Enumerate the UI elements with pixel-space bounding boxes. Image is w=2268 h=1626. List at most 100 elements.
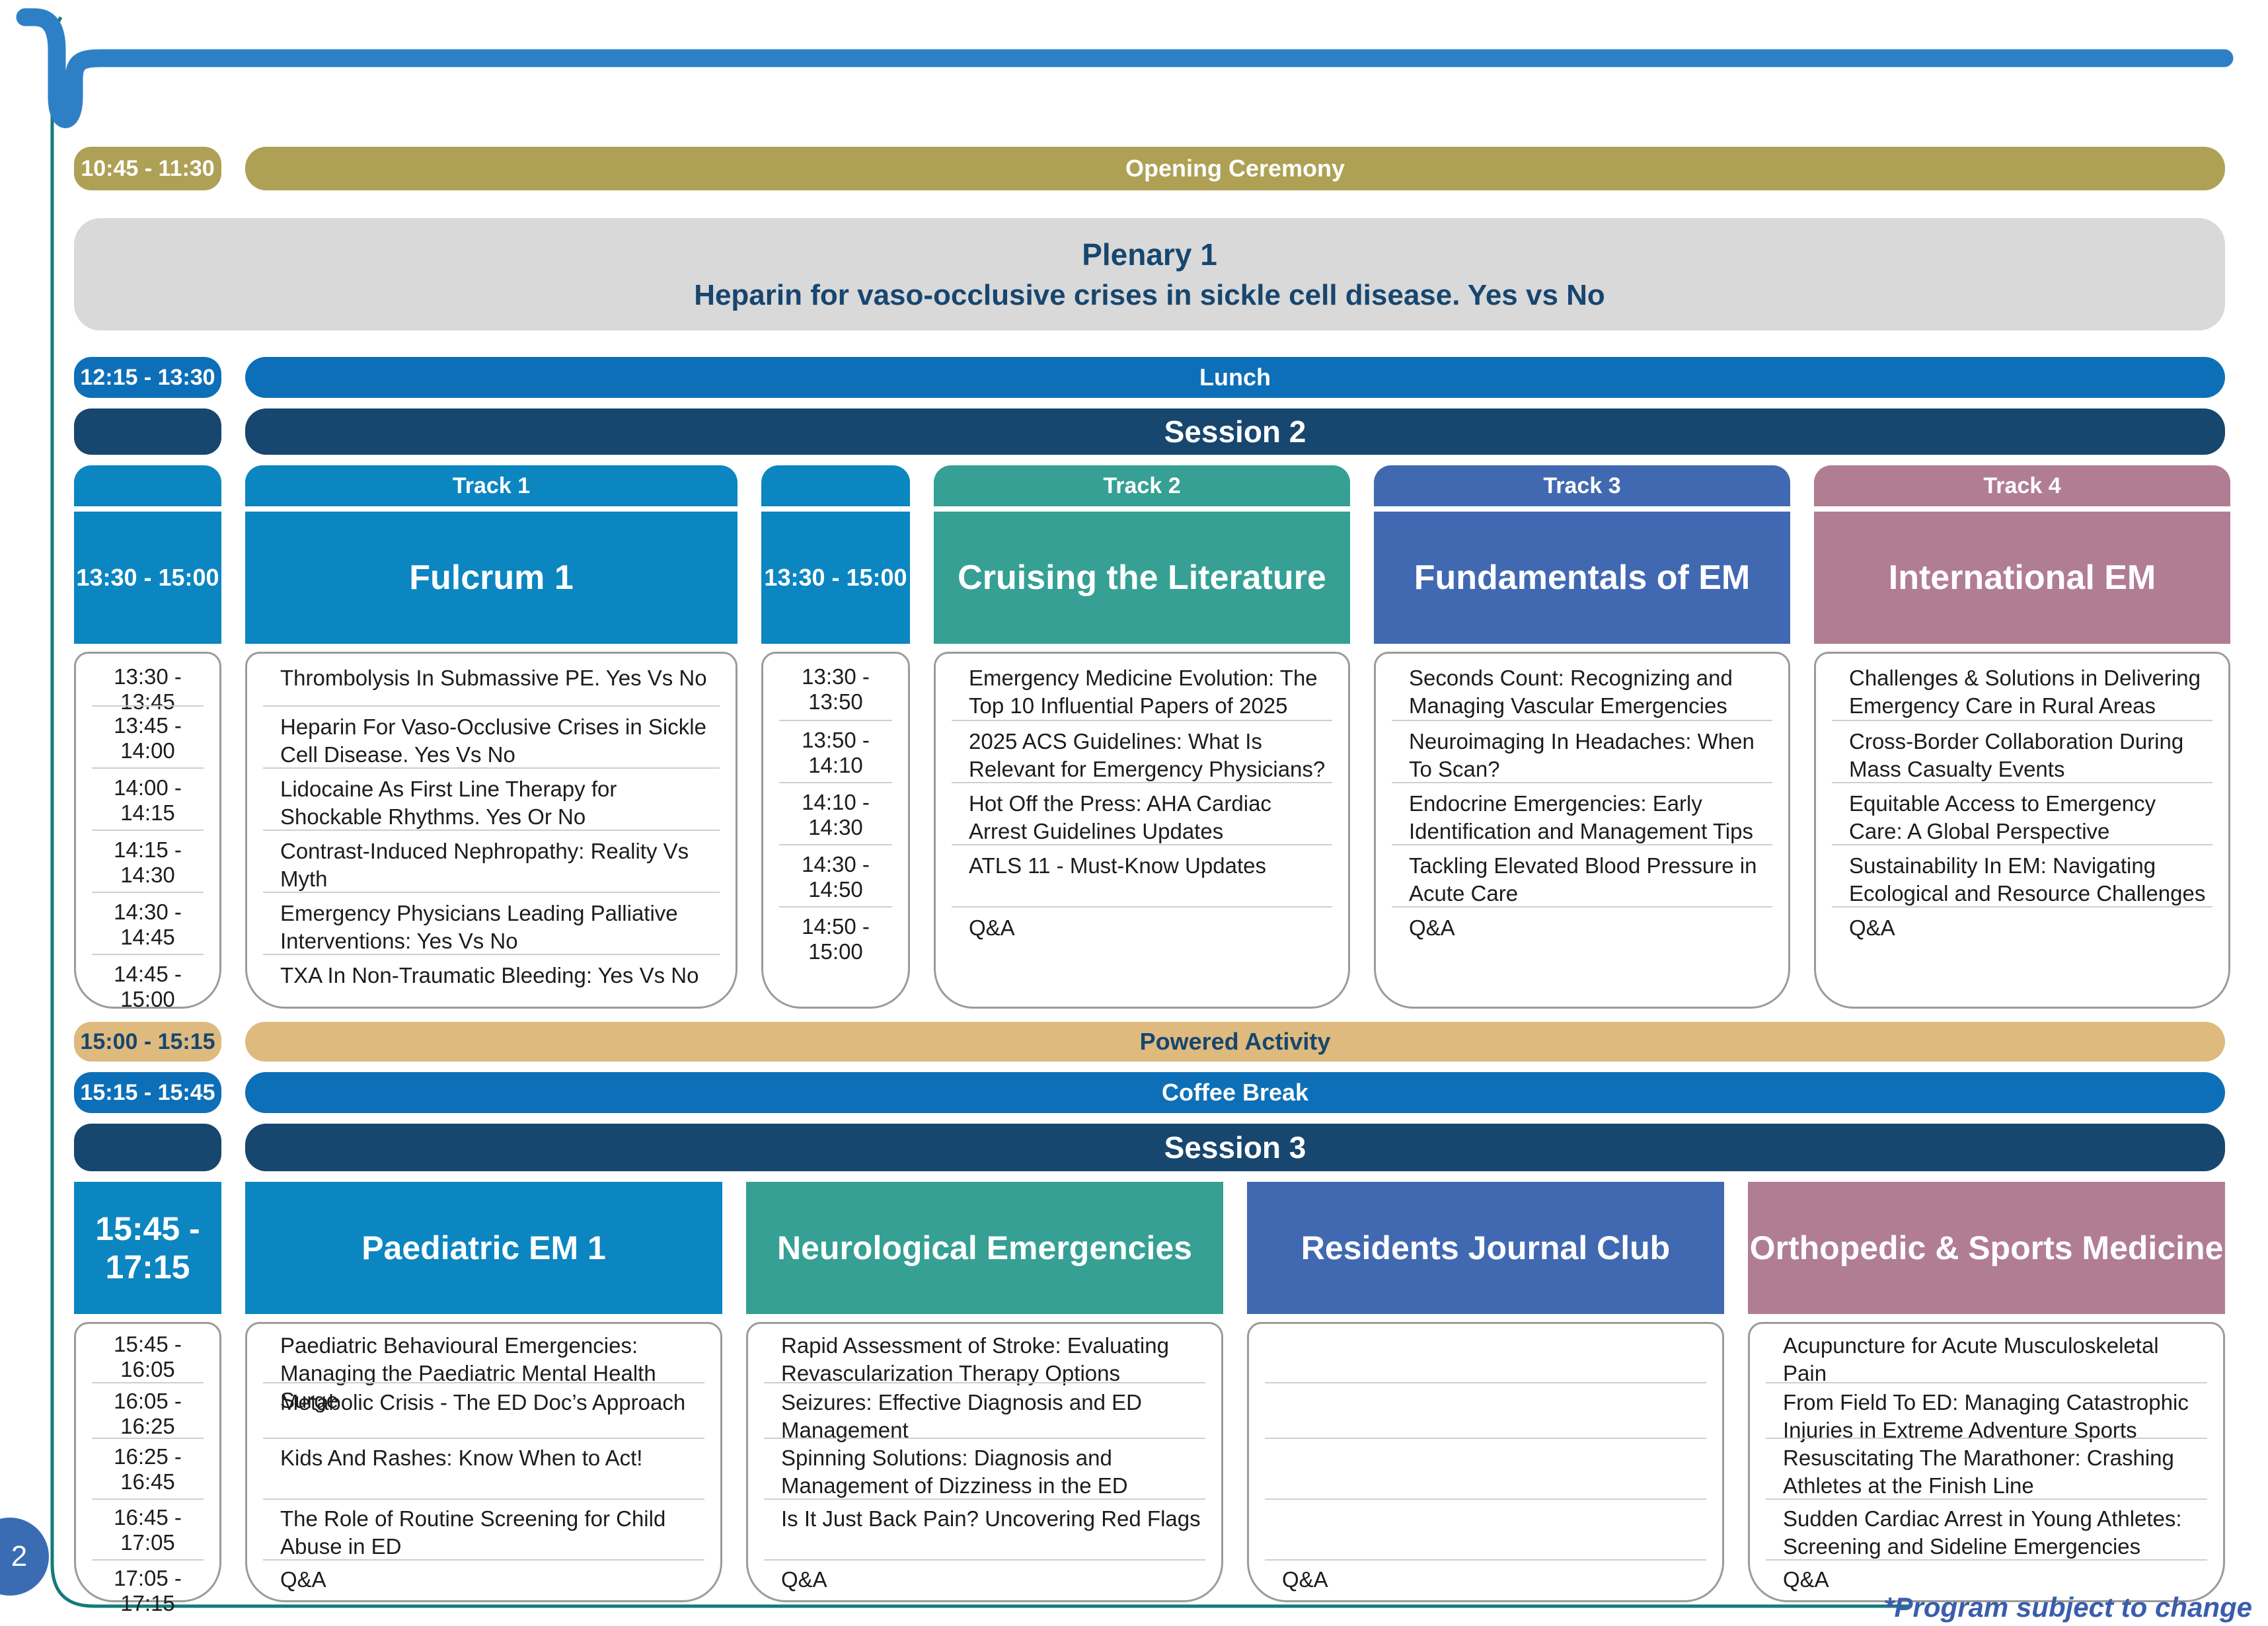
talk-title: Sustainability In EM: Navigating Ecologi… [1832,844,2212,906]
neurological-talks-card: Rapid Assessment of Stroke: Evaluating R… [746,1322,1223,1602]
talk-title: Q&A [1265,1559,1706,1595]
talk-title: Q&A [952,906,1332,997]
talk-title: Acupuncture for Acute Musculoskeletal Pa… [1783,1333,2159,1385]
time-column-tab [761,465,910,506]
time-slot: 14:45 - 15:00 [92,954,204,1012]
program-change-footnote: *Program subject to change [1883,1592,2252,1623]
talk-title: Metabolic Crisis - The ED Doc’s Approach [263,1382,704,1438]
time-slot: 13:45 - 14:00 [92,705,204,767]
talk-title: Equitable Access to Emergency Care: A Gl… [1832,782,2212,844]
talk-title [1265,1498,1706,1559]
teal-border-line [50,16,1911,1608]
tab-track-3: Track 3 [1374,465,1790,506]
talk-title: Seizures: Effective Diagnosis and ED Man… [764,1382,1205,1442]
powered-activity-row: 15:00 - 15:15 Powered Activity [74,1022,2225,1062]
opening-ceremony-bar: Opening Ceremony [245,147,2225,190]
session3-schedule: 15:45 - 16:05 16:05 - 16:25 16:25 - 16:4… [74,1322,2225,1615]
time-slot: 13:30 - 13:45 [114,664,182,714]
talk-title: ATLS 11 - Must-Know Updates [952,844,1332,906]
session2-bar: Session 2 [245,408,2225,455]
tab-track-2: Track 2 [934,465,1350,506]
talk-title: Q&A [1392,906,1772,997]
talk-title: Seconds Count: Recognizing and Managing … [1409,666,1733,718]
coffee-break-row: 15:15 - 15:45 Coffee Break [74,1072,2225,1113]
session3-time-range: 15:45 - 17:15 [74,1182,221,1314]
lunch-time-chip: 12:15 - 13:30 [74,357,221,398]
session3-row: Session 3 [74,1124,2225,1171]
talk-title: 2025 ACS Guidelines: What Is Relevant fo… [952,720,1332,782]
time-column-tab [74,465,221,506]
time-slot: 16:25 - 16:45 [92,1438,204,1498]
track4-talks-card: Challenges & Solutions in Delivering Eme… [1814,652,2230,1009]
time-slot: 13:50 - 14:10 [779,720,892,782]
talk-title: Neuroimaging In Headaches: When To Scan? [1392,720,1772,782]
talk-title: Challenges & Solutions in Delivering Eme… [1849,666,2201,718]
orthopedic-sports-medicine-block: Orthopedic & Sports Medicine [1748,1182,2225,1314]
talk-title: Emergency Physicians Leading Palliative … [263,892,720,954]
talk-title: Spinning Solutions: Diagnosis and Manage… [764,1438,1205,1498]
coffee-break-bar: Coffee Break [245,1072,2225,1113]
talk-title: Q&A [1766,1559,2207,1595]
top-squiggle-decoration [16,8,2234,128]
talk-title [1265,1327,1706,1382]
time-slot: 17:05 - 17:15 [92,1559,204,1616]
time-slot: 14:30 - 14:50 [779,844,892,906]
powered-activity-time-chip: 15:00 - 15:15 [74,1022,221,1062]
time-slot: 14:00 - 14:15 [92,767,204,830]
plenary-banner: Plenary 1 Heparin for vaso-occlusive cri… [74,218,2225,330]
talk-title: Emergency Medicine Evolution: The Top 10… [969,666,1318,718]
session3-bar: Session 3 [245,1124,2225,1171]
track2-talks-card: Emergency Medicine Evolution: The Top 10… [934,652,1350,1009]
track1-talks-card: Thrombolysis In Submassive PE. Yes Vs No… [245,652,737,1009]
talk-title: Heparin For Vaso-Occlusive Crises in Sic… [263,705,720,767]
talk-title: From Field To ED: Managing Catastrophic … [1766,1382,2207,1442]
time-slot: 14:10 - 14:30 [779,782,892,844]
coffee-break-time-chip: 15:15 - 15:45 [74,1072,221,1113]
track1-time-range: 13:30 - 15:00 [74,512,221,644]
track1-times-card: 13:30 - 13:45 13:45 - 14:00 14:00 - 14:1… [74,652,221,1012]
talk-title: Resuscitating The Marathoner: Crashing A… [1766,1438,2207,1498]
track2-time-range: 13:30 - 15:00 [761,512,910,644]
powered-activity-bar: Powered Activity [245,1022,2225,1062]
paediatric-talks-card: Paediatric Behavioural Emergencies: Mana… [245,1322,722,1602]
talk-title: Cross-Border Collaboration During Mass C… [1832,720,2212,782]
talk-title: TXA In Non-Traumatic Bleeding: Yes Vs No [263,954,720,997]
talk-title: Tackling Elevated Blood Pressure in Acut… [1392,844,1772,906]
time-slot: 14:30 - 14:45 [92,892,204,954]
session3-chip [74,1124,221,1171]
time-slot: 13:30 - 13:50 [802,664,870,714]
talk-title: Endocrine Emergencies: Early Identificat… [1392,782,1772,844]
track2-title-block: Cruising the Literature [934,512,1350,644]
talk-title: Hot Off the Press: AHA Cardiac Arrest Gu… [952,782,1332,844]
time-slot: 14:50 - 15:00 [779,906,892,997]
session3-header: 15:45 - 17:15 Paediatric EM 1 Neurologic… [74,1182,2225,1314]
tab-track-1: Track 1 [245,465,737,506]
talk-title: The Role of Routine Screening for Child … [263,1498,704,1559]
session3-times-card: 15:45 - 16:05 16:05 - 16:25 16:25 - 16:4… [74,1322,221,1615]
paediatric-em-block: Paediatric EM 1 [245,1182,722,1314]
talk-title [1265,1438,1706,1498]
track3-title-block: Fundamentals of EM [1374,512,1790,644]
track3-talks-card: Seconds Count: Recognizing and Managing … [1374,652,1790,1009]
lunch-bar: Lunch [245,357,2225,398]
residents-journal-club-block: Residents Journal Club [1247,1182,1724,1314]
talk-title: Contrast-Induced Nephropathy: Reality Vs… [263,830,720,892]
plenary-title: Plenary 1 [1082,237,1217,272]
opening-time-chip: 10:45 - 11:30 [74,147,221,190]
session2-header: Track 1 Track 2 Track 3 Track 4 13:30 - … [74,465,2230,644]
talk-title: Thrombolysis In Submassive PE. Yes Vs No [280,666,707,690]
talk-title: Is It Just Back Pain? Uncovering Red Fla… [764,1498,1205,1559]
track4-title-block: International EM [1814,512,2230,644]
time-slot: 15:45 - 16:05 [114,1332,182,1381]
plenary-subtitle: Heparin for vaso-occlusive crises in sic… [694,279,1605,311]
talk-title: Sudden Cardiac Arrest in Young Athletes:… [1766,1498,2207,1559]
lunch-row: 12:15 - 13:30 Lunch [74,357,2225,398]
time-slot: 16:05 - 16:25 [92,1382,204,1438]
tab-track-4: Track 4 [1814,465,2230,506]
talk-title: Q&A [1832,906,2212,997]
talk-title: Paediatric Behavioural Emergencies: Mana… [280,1333,656,1413]
session2-schedule: 13:30 - 13:45 13:45 - 14:00 14:00 - 14:1… [74,652,2230,1012]
talk-title: Q&A [764,1559,1205,1595]
